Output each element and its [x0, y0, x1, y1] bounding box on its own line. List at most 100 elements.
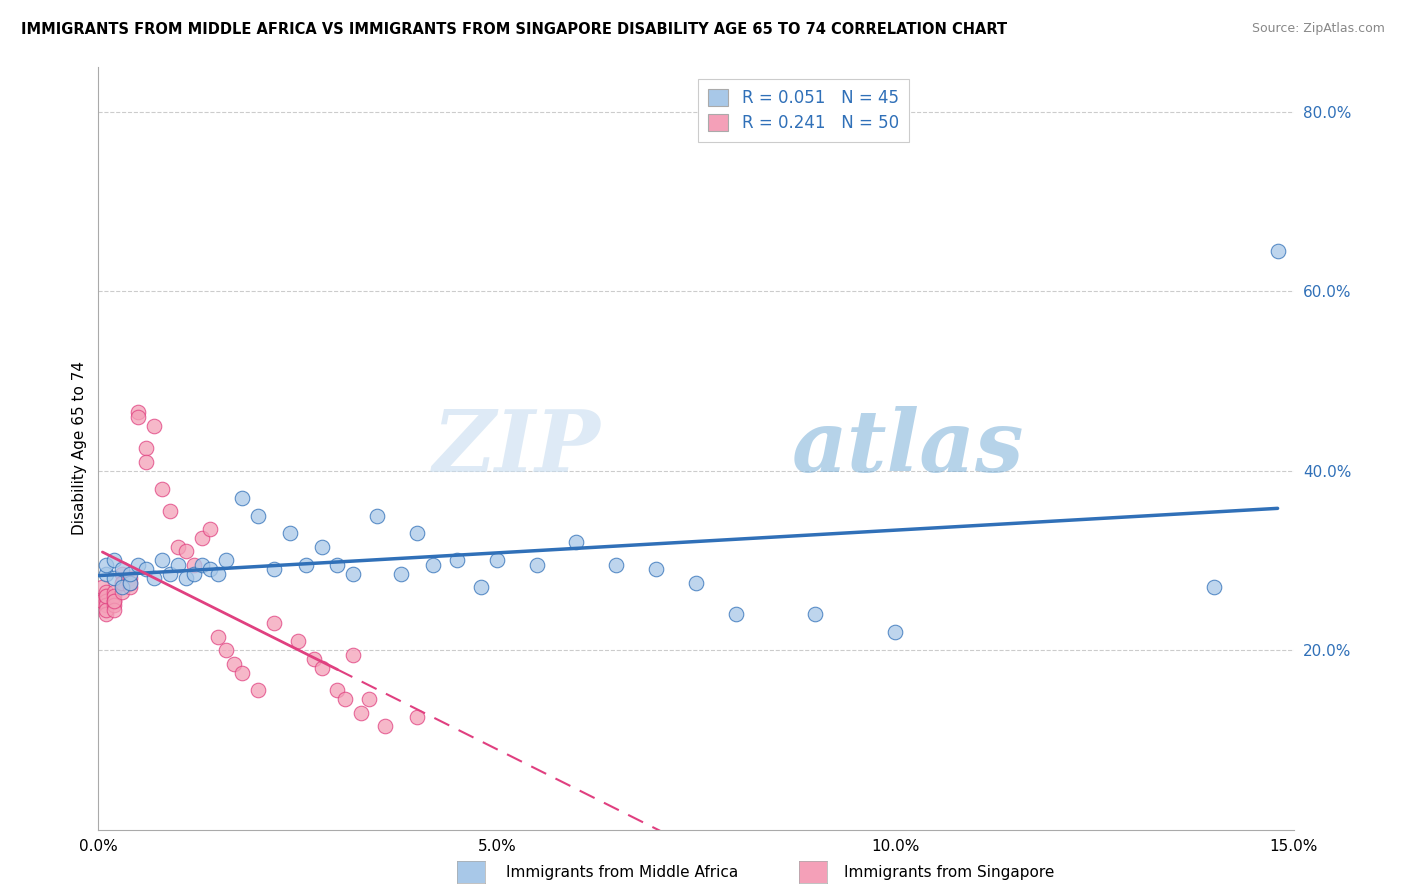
Point — [103, 571, 125, 585]
Point — [111, 575, 134, 590]
Point — [143, 571, 166, 585]
Point — [724, 607, 747, 622]
Point — [183, 558, 205, 572]
Point — [342, 648, 364, 662]
Point — [103, 603, 125, 617]
Point — [215, 553, 238, 567]
Point — [359, 692, 381, 706]
Point — [91, 580, 114, 594]
Point — [143, 418, 166, 433]
Point — [103, 584, 125, 599]
Point — [804, 607, 827, 622]
Point — [135, 455, 157, 469]
Point — [103, 594, 125, 608]
Point — [326, 683, 349, 698]
Point — [565, 535, 588, 549]
Point — [605, 558, 627, 572]
Point — [342, 566, 364, 581]
Point — [127, 409, 149, 424]
Point — [302, 652, 325, 666]
Point — [167, 558, 190, 572]
Point — [183, 566, 205, 581]
Point — [287, 634, 309, 648]
Point — [96, 603, 118, 617]
Point — [263, 616, 285, 631]
Legend: R = 0.051   N = 45, R = 0.241   N = 50: R = 0.051 N = 45, R = 0.241 N = 50 — [699, 79, 908, 142]
Point — [311, 540, 333, 554]
Point — [111, 575, 134, 590]
Point — [96, 589, 118, 603]
Point — [645, 562, 668, 576]
Point — [246, 508, 269, 523]
Point — [103, 594, 125, 608]
Point — [685, 575, 707, 590]
Point — [159, 566, 181, 581]
Text: Immigrants from Middle Africa: Immigrants from Middle Africa — [506, 865, 738, 880]
Point — [135, 441, 157, 455]
Point — [246, 683, 269, 698]
Point — [335, 692, 357, 706]
Point — [884, 625, 907, 640]
Point — [96, 589, 118, 603]
Point — [174, 571, 197, 585]
Point — [111, 566, 134, 581]
Point — [103, 589, 125, 603]
Point — [222, 657, 245, 671]
Point — [422, 558, 444, 572]
Point — [406, 526, 429, 541]
Point — [103, 553, 125, 567]
Point — [1202, 580, 1225, 594]
Point — [326, 558, 349, 572]
Point — [470, 580, 492, 594]
Point — [294, 558, 316, 572]
Point — [446, 553, 468, 567]
Point — [231, 665, 253, 680]
Point — [485, 553, 508, 567]
Text: Immigrants from Singapore: Immigrants from Singapore — [844, 865, 1054, 880]
Point — [127, 558, 149, 572]
Point — [191, 531, 214, 545]
Point — [111, 580, 134, 594]
Point — [91, 594, 114, 608]
Point — [96, 599, 118, 613]
Point — [374, 719, 396, 733]
Point — [311, 661, 333, 675]
Point — [207, 630, 229, 644]
Point — [120, 575, 142, 590]
Point — [96, 558, 118, 572]
Point — [96, 594, 118, 608]
Text: Source: ZipAtlas.com: Source: ZipAtlas.com — [1251, 22, 1385, 36]
Point — [111, 584, 134, 599]
Point — [120, 580, 142, 594]
Point — [127, 405, 149, 419]
Point — [174, 544, 197, 558]
Text: atlas: atlas — [792, 407, 1024, 490]
Y-axis label: Disability Age 65 to 74: Disability Age 65 to 74 — [72, 361, 87, 535]
Point — [167, 540, 190, 554]
Point — [207, 566, 229, 581]
Point — [263, 562, 285, 576]
Point — [406, 710, 429, 724]
Point — [96, 566, 118, 581]
Point — [150, 553, 173, 567]
Point — [366, 508, 388, 523]
Text: IMMIGRANTS FROM MIDDLE AFRICA VS IMMIGRANTS FROM SINGAPORE DISABILITY AGE 65 TO : IMMIGRANTS FROM MIDDLE AFRICA VS IMMIGRA… — [21, 22, 1007, 37]
Point — [198, 522, 221, 536]
Point — [96, 607, 118, 622]
Text: ZIP: ZIP — [433, 407, 600, 490]
Point — [103, 599, 125, 613]
Point — [278, 526, 301, 541]
Point — [1267, 244, 1289, 258]
Point — [120, 566, 142, 581]
Point — [215, 643, 238, 657]
Point — [120, 575, 142, 590]
Point — [135, 562, 157, 576]
Point — [198, 562, 221, 576]
Point — [526, 558, 548, 572]
Point — [191, 558, 214, 572]
Point — [159, 504, 181, 518]
Point — [350, 706, 373, 720]
Point — [150, 482, 173, 496]
Point — [231, 491, 253, 505]
Point — [96, 584, 118, 599]
